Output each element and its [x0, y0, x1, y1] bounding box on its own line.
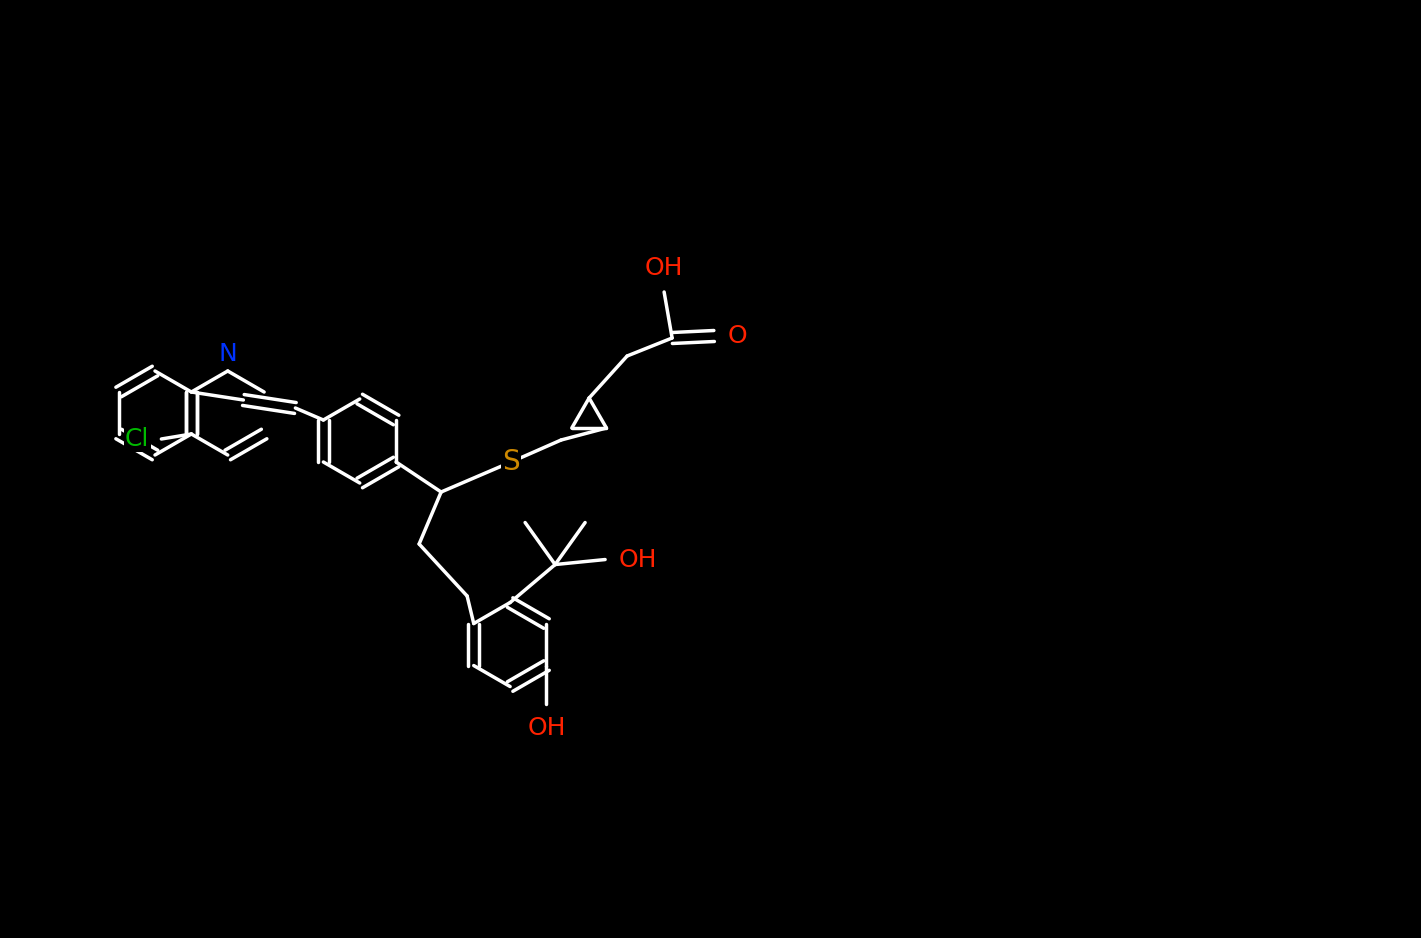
Text: OH: OH [527, 716, 566, 739]
Text: Cl: Cl [125, 427, 149, 451]
Text: OH: OH [620, 548, 658, 571]
Text: S: S [502, 448, 520, 476]
Text: O: O [728, 324, 747, 348]
Text: N: N [219, 342, 237, 366]
Text: OH: OH [645, 256, 684, 280]
